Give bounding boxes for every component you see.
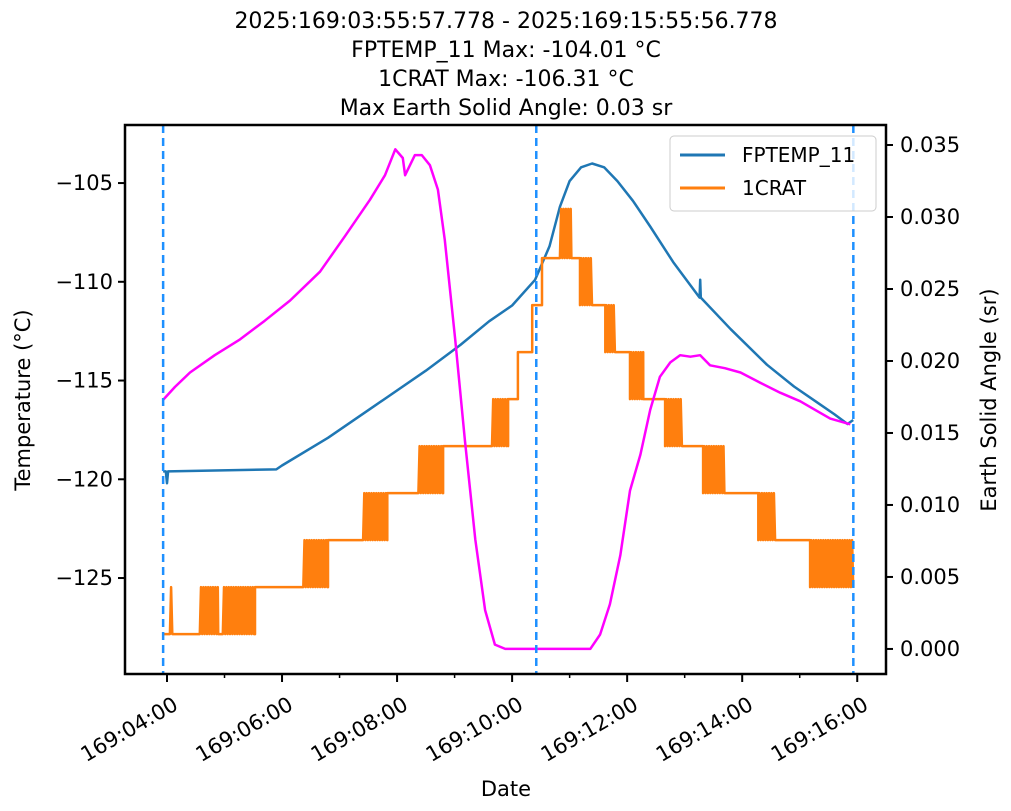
title-line-1crat-max: 1CRAT Max: -106.31 °C <box>378 67 634 92</box>
y2-tick-label: 0.020 <box>900 349 960 373</box>
plot-area <box>161 125 855 674</box>
legend-label-1crat: 1CRAT <box>742 176 807 200</box>
series-fptemp-11 <box>163 162 854 485</box>
y2-tick-label: 0.035 <box>900 133 960 157</box>
x-tick-label: 169:04:00 <box>77 692 182 767</box>
x-tick-label: 169:06:00 <box>192 692 297 767</box>
series-earth-solid-angle <box>162 148 851 651</box>
x-tick-label: 169:12:00 <box>537 692 642 767</box>
title-line-fptemp-max: FPTEMP_11 Max: -104.01 °C <box>351 38 661 63</box>
legend: FPTEMP_11 1CRAT <box>669 135 877 212</box>
title-line-time-range: 2025:169:03:55:57.778 - 2025:169:15:55:5… <box>234 9 777 34</box>
title-line-earth-solid-angle: Max Earth Solid Angle: 0.03 sr <box>340 96 674 121</box>
y2-tick-label: 0.025 <box>900 277 960 301</box>
series-1crat <box>163 207 855 636</box>
axes-frame <box>123 123 888 676</box>
y-tick-label: −125 <box>55 566 113 590</box>
x-tick-label: 169:14:00 <box>652 692 757 767</box>
x-tick-label: 169:10:00 <box>422 692 527 767</box>
x-tick-label: 169:08:00 <box>307 692 412 767</box>
y2-axis-label: Earth Solid Angle (sr) <box>977 288 1001 511</box>
y-tick-label: −110 <box>55 270 113 294</box>
axes-ticks: −105 −110 −115 −120 −125 0.000 0.005 0.010 0.015… <box>55 133 960 767</box>
y2-tick-label: 0.010 <box>900 493 960 517</box>
x-tick-label: 169:16:00 <box>767 692 872 767</box>
chart-title: 2025:169:03:55:57.778 - 2025:169:15:55:5… <box>234 9 777 121</box>
y-tick-label: −120 <box>55 467 113 491</box>
x-axis-label: Date <box>481 777 531 801</box>
y-tick-label: −105 <box>55 171 113 195</box>
y-axis-label: Temperature (°C) <box>11 309 35 491</box>
y2-tick-label: 0.030 <box>900 205 960 229</box>
y2-tick-label: 0.000 <box>900 637 960 661</box>
y2-tick-label: 0.015 <box>900 421 960 445</box>
legend-label-fptemp: FPTEMP_11 <box>742 143 855 167</box>
y2-tick-label: 0.005 <box>900 565 960 589</box>
y-tick-label: −115 <box>55 369 113 393</box>
